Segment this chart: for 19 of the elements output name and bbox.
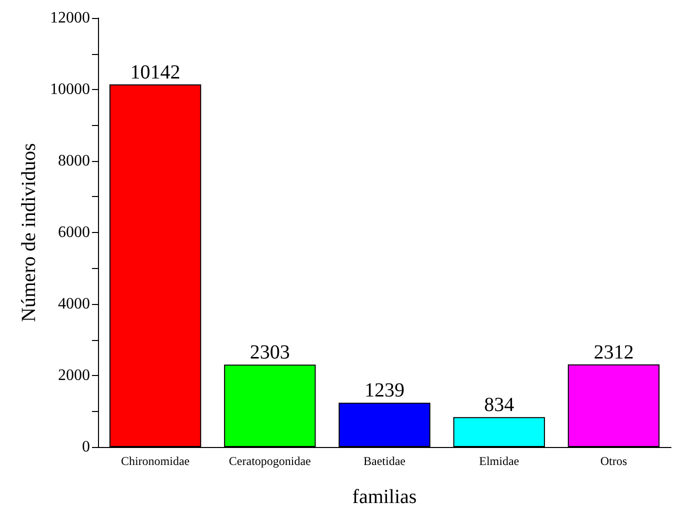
x-tick-label: Otros <box>600 454 628 468</box>
y-tick-label: 8000 <box>58 152 90 170</box>
y-tick-label: 6000 <box>58 224 90 241</box>
y-tick-label: 4000 <box>58 296 90 312</box>
data-label: 1239 <box>364 380 404 402</box>
y-tick-label: 10000 <box>50 81 90 98</box>
x-tick-label: Ceratopogonidae <box>228 454 311 468</box>
data-label: 10142 <box>130 61 180 84</box>
data-label: 2303 <box>250 342 290 364</box>
y-tick-label: 0 <box>82 438 90 456</box>
data-label: 834 <box>484 394 514 416</box>
y-tick-label: 12000 <box>50 10 90 26</box>
x-tick-label: Baetidae <box>364 454 406 468</box>
x-axis-title: familias <box>352 486 417 508</box>
y-tick-label: 2000 <box>58 367 90 384</box>
data-label: 2312 <box>594 341 634 364</box>
y-axis-title: Número de individuos <box>18 142 40 322</box>
x-tick-label: Elmidae <box>479 454 520 468</box>
x-tick-label: Chironomidae <box>120 454 190 468</box>
